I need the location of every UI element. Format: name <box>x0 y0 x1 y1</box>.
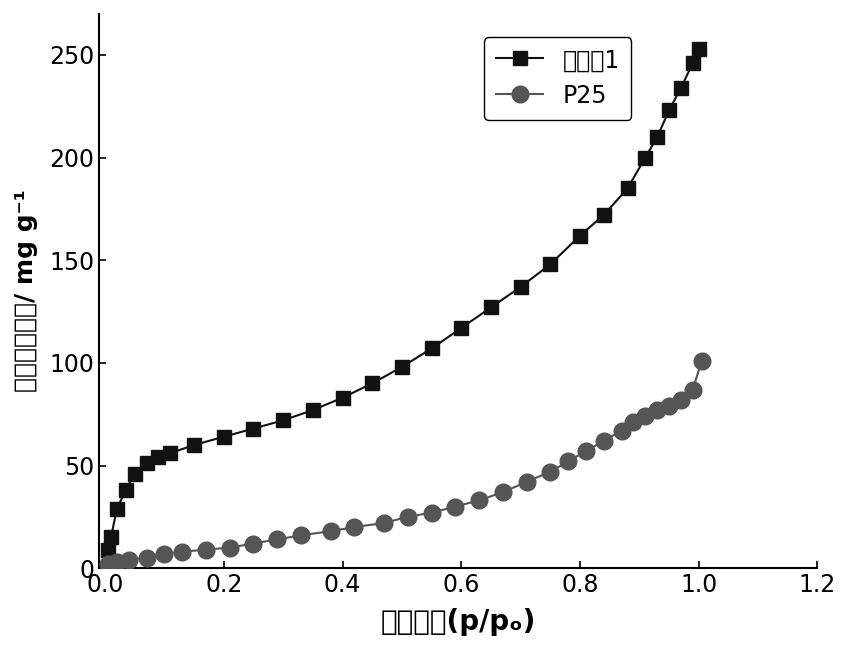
实施例1 <box>278 417 288 424</box>
Line: P25: P25 <box>99 352 710 573</box>
实施例1 <box>112 504 122 512</box>
实施例1 <box>427 344 437 352</box>
P25 <box>124 556 134 564</box>
实施例1 <box>516 283 526 291</box>
P25 <box>521 478 531 486</box>
P25 <box>379 519 389 527</box>
P25 <box>112 558 122 566</box>
Y-axis label: 吸附的甲苯量/ mg g⁻¹: 吸附的甲苯量/ mg g⁻¹ <box>14 190 38 393</box>
实施例1 <box>189 441 199 449</box>
P25 <box>498 488 508 496</box>
P25 <box>581 447 591 455</box>
实施例1 <box>694 45 704 53</box>
P25 <box>349 523 360 531</box>
P25 <box>628 419 638 426</box>
Line: 实施例1: 实施例1 <box>101 42 706 556</box>
P25 <box>103 560 113 568</box>
实施例1 <box>218 433 229 441</box>
P25 <box>474 497 484 504</box>
实施例1 <box>397 363 407 371</box>
P25 <box>296 532 306 539</box>
P25 <box>272 536 282 543</box>
实施例1 <box>640 153 650 161</box>
P25 <box>248 540 258 547</box>
P25 <box>201 546 211 554</box>
P25 <box>177 548 187 556</box>
实施例1 <box>456 324 467 332</box>
实施例1 <box>103 546 113 554</box>
实施例1 <box>598 211 609 219</box>
P25 <box>326 527 336 535</box>
P25 <box>640 412 650 420</box>
实施例1 <box>664 107 674 114</box>
实施例1 <box>545 261 555 268</box>
P25 <box>427 509 437 517</box>
P25 <box>545 468 555 476</box>
P25 <box>141 554 151 562</box>
实施例1 <box>141 460 151 467</box>
实施例1 <box>486 304 496 311</box>
P25 <box>563 458 573 465</box>
P25 <box>403 513 413 521</box>
实施例1 <box>676 84 686 92</box>
P25 <box>688 385 698 393</box>
实施例1 <box>337 394 348 402</box>
X-axis label: 相对压力(p/pₒ): 相对压力(p/pₒ) <box>381 608 536 636</box>
实施例1 <box>153 454 163 462</box>
实施例1 <box>652 133 662 141</box>
P25 <box>450 502 461 510</box>
P25 <box>676 396 686 404</box>
实施例1 <box>248 424 258 432</box>
Legend: 实施例1, P25: 实施例1, P25 <box>484 37 632 120</box>
实施例1 <box>130 470 140 478</box>
P25 <box>159 550 169 558</box>
P25 <box>224 543 235 551</box>
实施例1 <box>575 231 585 239</box>
实施例1 <box>688 59 698 67</box>
P25 <box>697 357 707 365</box>
实施例1 <box>308 406 318 414</box>
实施例1 <box>622 185 632 192</box>
P25 <box>664 402 674 410</box>
实施例1 <box>165 449 175 457</box>
实施例1 <box>367 380 377 387</box>
P25 <box>616 426 626 434</box>
实施例1 <box>121 486 131 494</box>
P25 <box>652 406 662 414</box>
实施例1 <box>106 534 116 541</box>
P25 <box>598 437 609 445</box>
